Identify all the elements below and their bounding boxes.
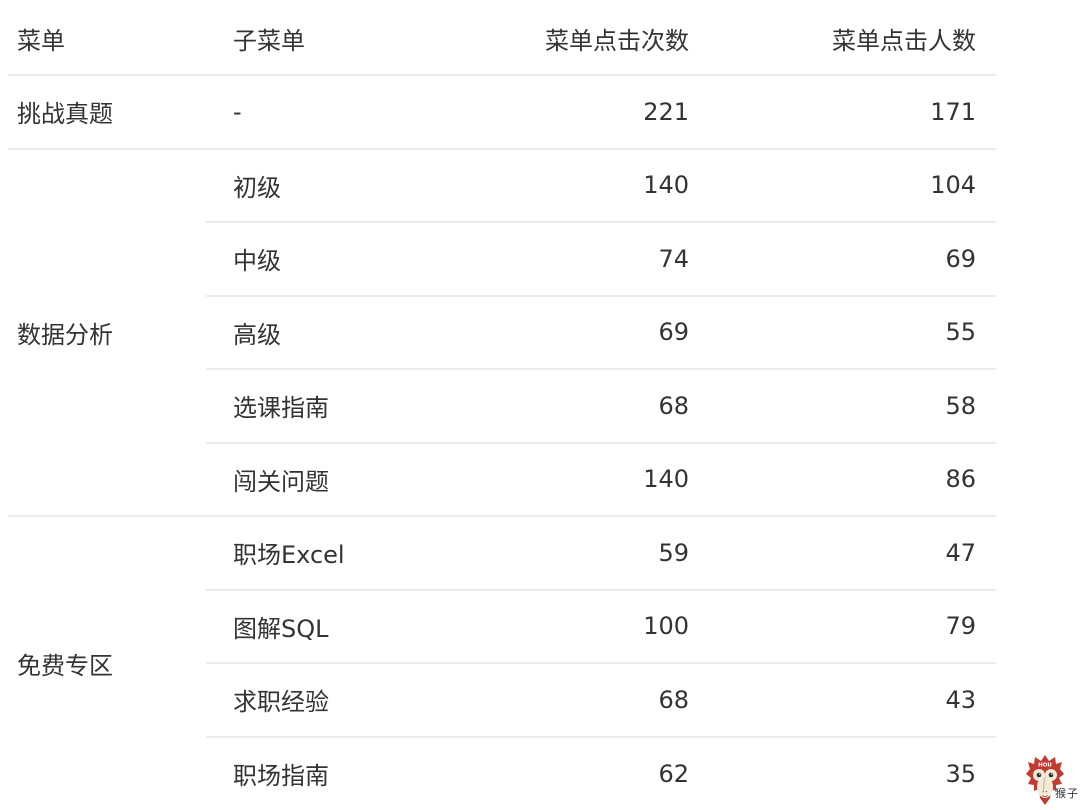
users-cell: 47 (695, 516, 996, 591)
submenu-cell: 职场指南 (233, 762, 329, 791)
table-row: 数据分析 初级 140 104 (8, 148, 996, 517)
submenu-cell: 选课指南 (206, 369, 458, 444)
users-cell: 79 (695, 589, 996, 664)
users-cell: 104 (695, 148, 996, 223)
menu-cell: 免费专区 (17, 652, 113, 680)
submenu-cell: 初级 (206, 148, 458, 223)
table-row: 免费专区 职场Excel 59 47 (8, 516, 996, 680)
table-row: 求职经验 68 43 (8, 663, 996, 738)
clicks-cell: 68 (458, 663, 695, 738)
monkey-logo: HOU 猴子 (1026, 754, 1080, 810)
submenu-cell: 闯关问题 (206, 442, 458, 517)
monkey-label: 猴子 (1055, 787, 1079, 800)
users-cell: 171 (695, 75, 996, 150)
clicks-cell: 74 (458, 222, 695, 297)
table-row: 挑战真题 - 221 171 (8, 75, 996, 150)
menu-click-table: 菜单 子菜单 菜单点击次数 菜单点击人数 挑战真题 - 221 171 数据分析… (8, 0, 996, 810)
monkey-icon: HOU (1026, 755, 1064, 805)
table-row: 高级 69 55 (8, 295, 996, 370)
clicks-cell: 140 (458, 442, 695, 517)
submenu-cell: 高级 (206, 295, 458, 370)
table-row: 职场指南 62 35 (8, 737, 996, 810)
users-cell: 35 (945, 759, 976, 788)
clicks-cell: 221 (458, 75, 695, 150)
users-cell: 69 (695, 222, 996, 297)
clicks-cell: 140 (458, 148, 695, 223)
users-cell: 43 (695, 663, 996, 738)
submenu-cell: 中级 (206, 222, 458, 297)
submenu-cell: 图解SQL (206, 589, 458, 664)
clicks-cell: 62 (658, 759, 689, 788)
submenu-cell: 职场Excel (206, 516, 458, 591)
menu-cell: 挑战真题 (8, 75, 206, 150)
clicks-cell: 69 (458, 295, 695, 370)
clicks-cell: 59 (458, 516, 695, 591)
table-row: 图解SQL 100 79 (8, 589, 996, 664)
table-row: 闯关问题 140 86 (8, 442, 996, 517)
users-cell: 58 (695, 369, 996, 444)
submenu-cell: 求职经验 (206, 663, 458, 738)
table-row: 中级 74 69 (8, 222, 996, 297)
monkey-forehead-text: HOU (1038, 763, 1052, 769)
clicks-cell: 100 (458, 589, 695, 664)
users-cell: 86 (695, 442, 996, 517)
col-header-click-users: 菜单点击人数 (695, 0, 996, 76)
users-cell: 55 (695, 295, 996, 370)
clicks-cell: 68 (458, 369, 695, 444)
table-row: 选课指南 68 58 (8, 369, 996, 444)
col-header-submenu: 子菜单 (206, 0, 458, 76)
menu-cell: 数据分析 (8, 148, 206, 517)
col-header-menu: 菜单 (8, 0, 206, 76)
header-row: 菜单 子菜单 菜单点击次数 菜单点击人数 (8, 0, 996, 76)
col-header-click-count: 菜单点击次数 (458, 0, 695, 76)
submenu-cell: - (206, 75, 458, 150)
